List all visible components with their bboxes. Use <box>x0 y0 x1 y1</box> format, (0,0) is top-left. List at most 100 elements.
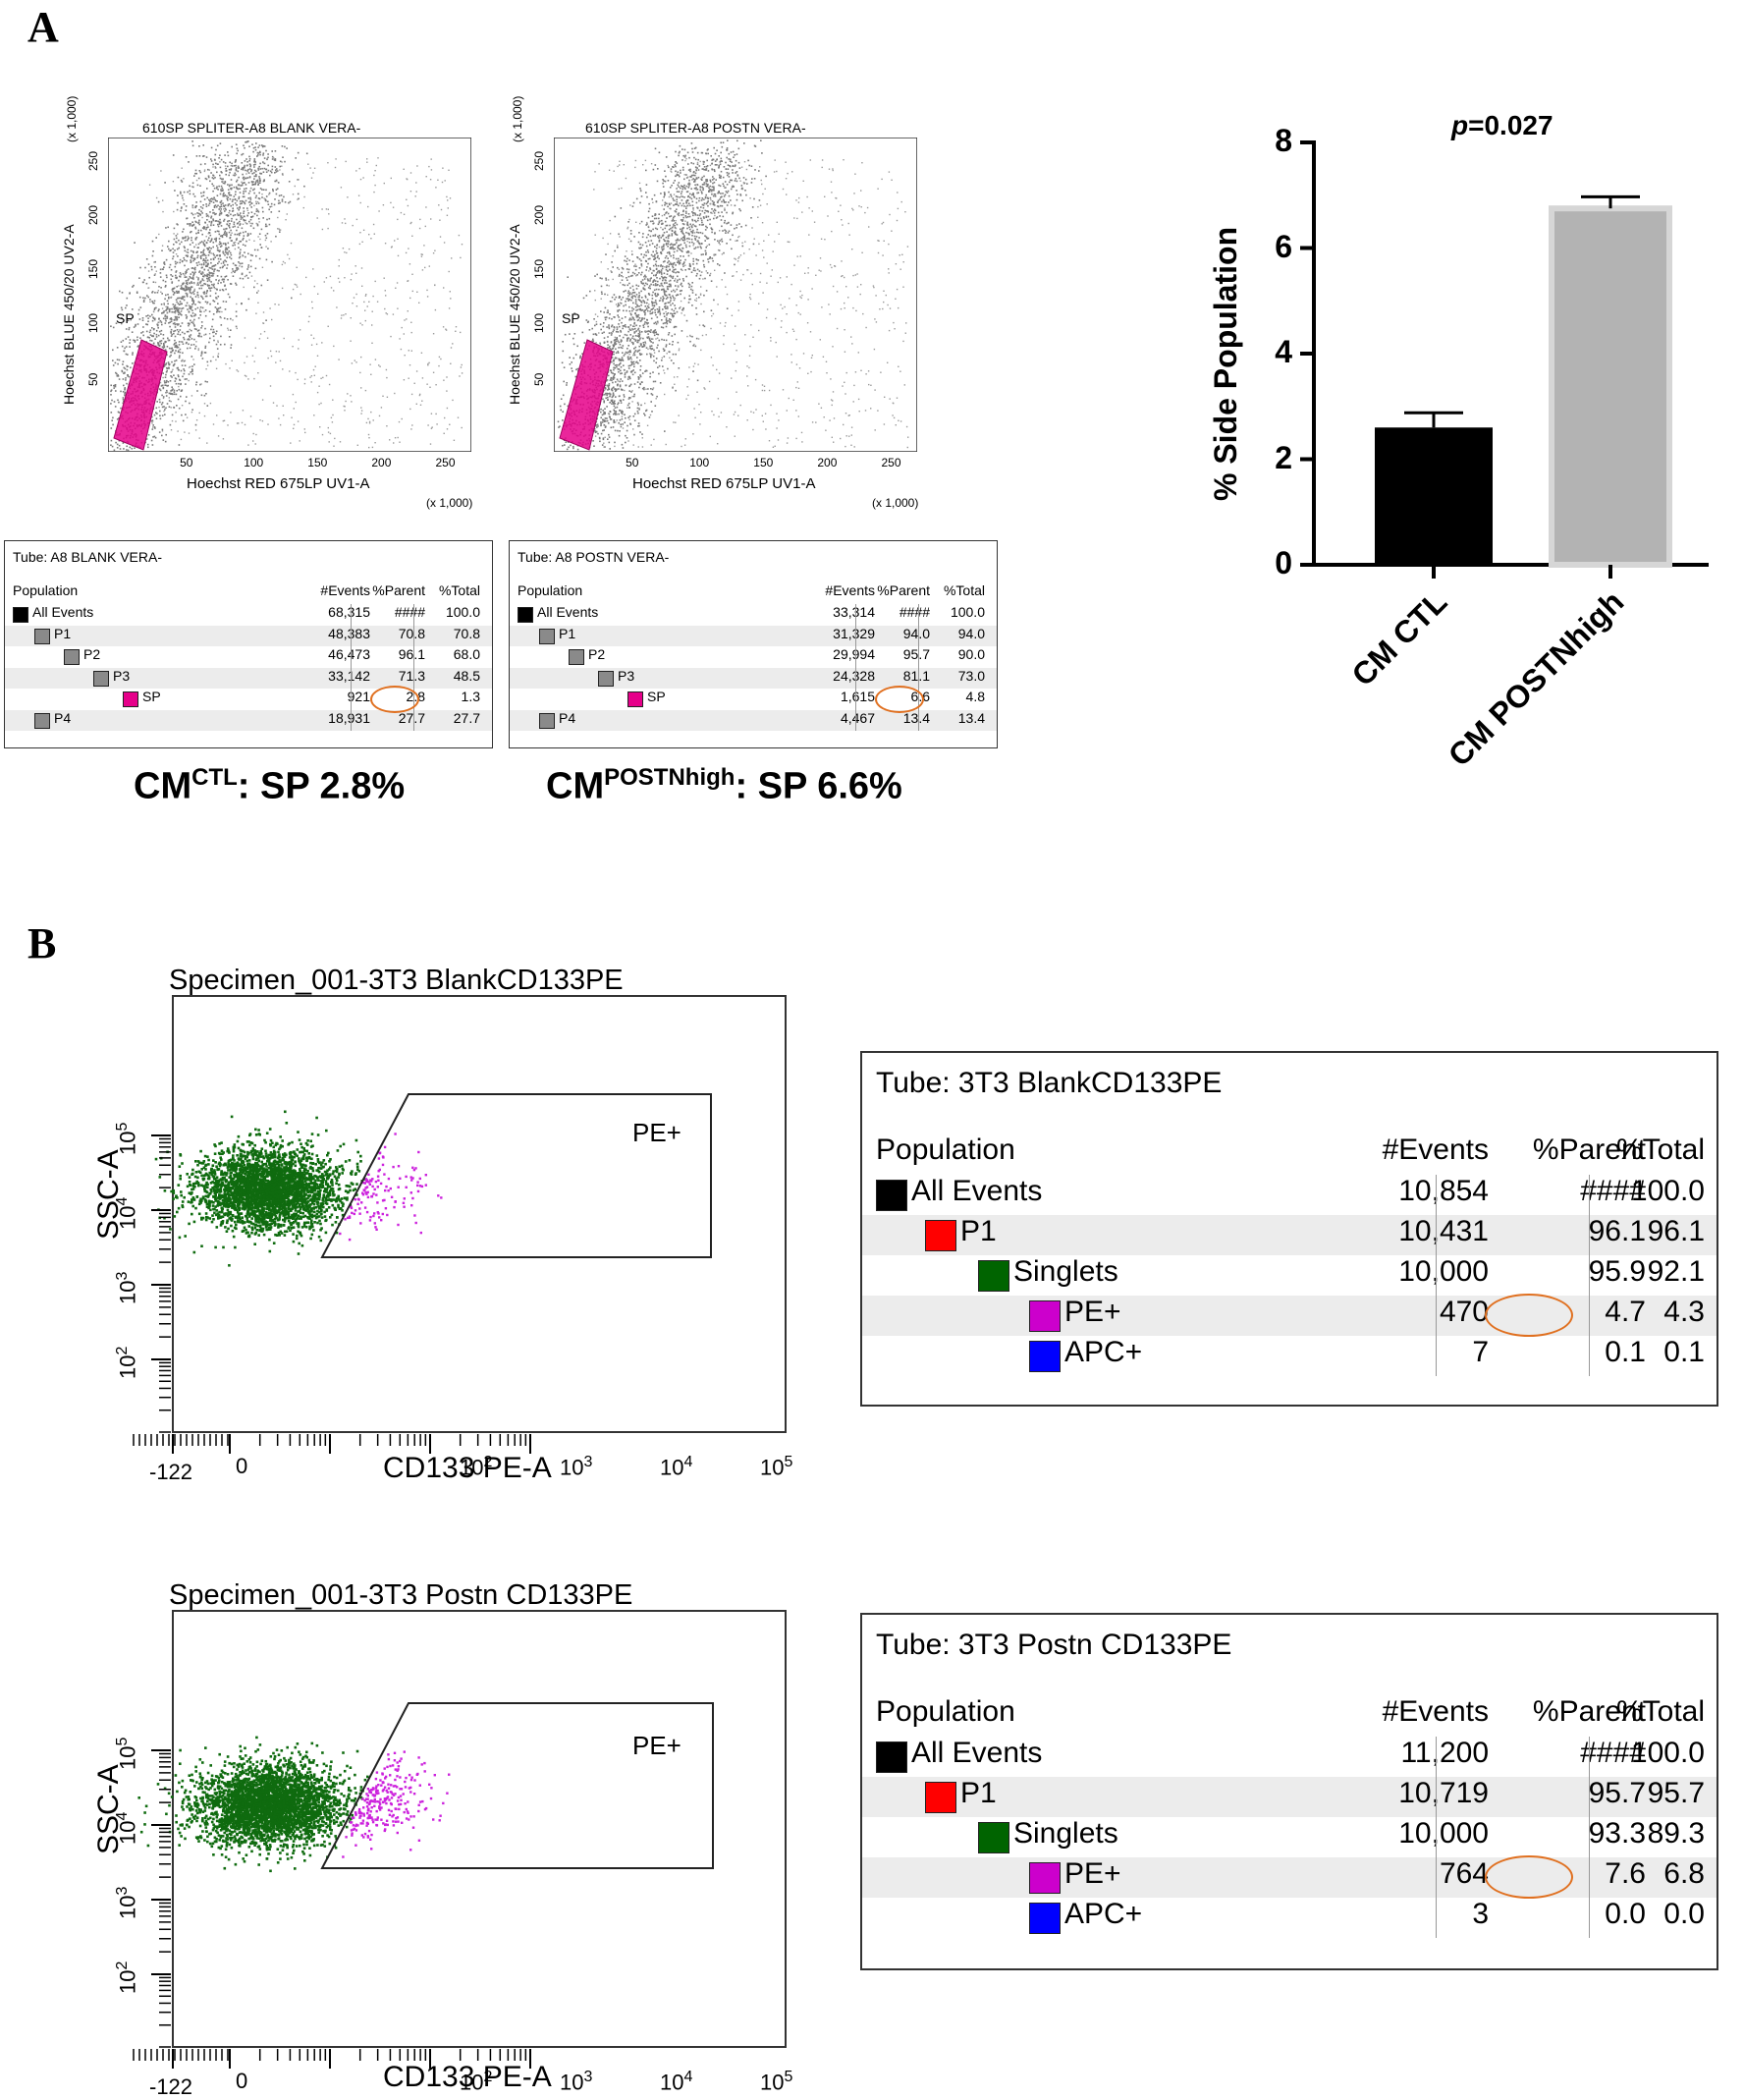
col-header-population: Population <box>876 1695 1015 1728</box>
tick-base: 10 <box>115 1745 140 1770</box>
y-tick-label: 102 <box>114 1347 140 1379</box>
population-swatch <box>925 1782 956 1813</box>
population-name: SP <box>647 689 666 704</box>
tick-base: 10 <box>115 1354 140 1379</box>
table-row: P1 31,329 94.0 94.0 <box>510 625 997 646</box>
tick-exponent: 2 <box>114 1346 131 1355</box>
population-swatch <box>1029 1341 1061 1372</box>
col-header-parent: %Parent <box>1532 1695 1646 1728</box>
events-value: 33,314 <box>833 604 875 620</box>
parent-value: 4.7 <box>1605 1296 1646 1328</box>
column-divider <box>918 604 919 731</box>
x-axis-title: Hoechst RED 675LP UV1-A <box>632 475 816 492</box>
scatter-dots <box>154 1110 443 1267</box>
y-unit: (x 1,000) <box>65 95 79 142</box>
col-header-population: Population <box>876 1133 1015 1166</box>
column-divider <box>1589 1175 1590 1376</box>
population-name: P2 <box>83 646 101 662</box>
gate-label: PE+ <box>632 1118 681 1147</box>
table-row: P4 18,931 27.7 27.7 <box>5 709 492 731</box>
col-header-total: %Total <box>1615 1695 1705 1728</box>
events-value: 24,328 <box>833 667 875 684</box>
tick-exponent: 2 <box>114 1961 131 1970</box>
y-tick-label: 8 <box>1275 123 1292 158</box>
population-name: P3 <box>618 667 635 684</box>
population-name: P1 <box>960 1777 997 1809</box>
parent-value: 7.6 <box>1605 1857 1646 1890</box>
scatter-title: 610SP SPLITER-A8 POSTN VERA- <box>585 120 806 136</box>
population-name: P1 <box>559 625 576 641</box>
col-header-population: Population <box>13 582 79 598</box>
tick-base: 10 <box>560 1455 584 1480</box>
x-axis-title: CD133 PE-A <box>383 1452 552 1484</box>
stats-table-a2: Tube: A8 POSTN VERA- Population #Events %Pa… <box>509 540 998 748</box>
table-row: Singlets 10,000 95.9 92.1 <box>862 1255 1717 1296</box>
table-row: P2 29,994 95.7 90.0 <box>510 646 997 668</box>
caption-a2: CMPOSTNhigh: SP 6.6% <box>546 764 902 807</box>
tick-base: 10 <box>115 1820 140 1845</box>
population-swatch <box>978 1260 1009 1292</box>
tube-label: Tube: A8 BLANK VERA- <box>13 549 162 565</box>
total-value: 68.0 <box>453 646 480 662</box>
table-row: All Events 11,200 #### 100.0 <box>862 1737 1717 1777</box>
sp-gate <box>559 339 614 451</box>
pe-gate <box>320 1093 712 1258</box>
category-label: CM CTL <box>1344 583 1454 693</box>
population-name: PE+ <box>1064 1857 1121 1890</box>
events-value: 7 <box>1472 1336 1489 1368</box>
total-value: 89.3 <box>1647 1817 1705 1850</box>
tick-exponent: 3 <box>583 2069 593 2085</box>
y-tick-label: 100 <box>532 312 546 333</box>
y-tick-label: 50 <box>532 372 546 387</box>
table-row: P1 10,431 96.1 96.1 <box>862 1215 1717 1255</box>
col-header-events: #Events <box>320 582 370 598</box>
tick-base: 10 <box>760 1455 785 1480</box>
stats-table-b2: Tube: 3T3 Postn CD133PE Population #Events… <box>860 1613 1718 1970</box>
tick-base: 10 <box>560 2070 584 2095</box>
y-tick-label: 2 <box>1275 439 1292 475</box>
scatter-b2-plot <box>133 1610 787 2069</box>
y-tick-label: 50 <box>86 372 100 387</box>
gate-label: SP <box>562 310 580 326</box>
events-value: 10,431 <box>1398 1215 1489 1247</box>
x-tick-label: 105 <box>760 2069 792 2095</box>
population-swatch <box>34 628 50 644</box>
x-tick-label: 103 <box>560 2069 592 2095</box>
parent-value: 0.1 <box>1605 1336 1646 1368</box>
bar <box>1375 427 1493 565</box>
population-name: P4 <box>54 709 72 726</box>
bar <box>1549 205 1672 568</box>
y-tick-label: 104 <box>114 1812 140 1845</box>
population-name: APC+ <box>1064 1336 1143 1368</box>
total-value: 92.1 <box>1647 1255 1705 1288</box>
total-value: 100.0 <box>950 604 985 620</box>
col-header-events: #Events <box>1382 1695 1489 1728</box>
events-value: 470 <box>1439 1296 1489 1328</box>
events-value: 764 <box>1439 1857 1489 1890</box>
total-value: 70.8 <box>453 625 480 641</box>
tick-base: 10 <box>660 1455 684 1480</box>
population-swatch <box>598 670 614 687</box>
population-name: P1 <box>54 625 72 641</box>
column-divider <box>351 604 352 731</box>
parent-value: 96.1 <box>398 646 425 662</box>
y-tick-label: 105 <box>114 1738 140 1770</box>
events-value: 68,315 <box>328 604 370 620</box>
x-tick-label: 100 <box>244 456 264 470</box>
total-value: 0.0 <box>1663 1898 1705 1930</box>
gate-label: SP <box>116 310 135 326</box>
parent-value: 70.8 <box>398 625 425 641</box>
population-name: PE+ <box>1064 1296 1121 1328</box>
tick-exponent: 5 <box>114 1122 131 1132</box>
events-value: 18,931 <box>328 709 370 726</box>
parent-value: 94.0 <box>902 625 930 641</box>
total-value: 27.7 <box>453 709 480 726</box>
y-tick-label: 103 <box>114 1272 140 1304</box>
events-value: 10,719 <box>1398 1777 1489 1809</box>
parent-value: #### <box>899 604 930 620</box>
y-tick-label: 150 <box>532 258 546 279</box>
tube-label: Tube: 3T3 Postn CD133PE <box>876 1629 1232 1661</box>
table-row: PE+ 470 4.7 4.3 <box>862 1296 1717 1336</box>
tick-exponent: 2 <box>483 1454 493 1470</box>
table-row: P1 10,719 95.7 95.7 <box>862 1777 1717 1817</box>
